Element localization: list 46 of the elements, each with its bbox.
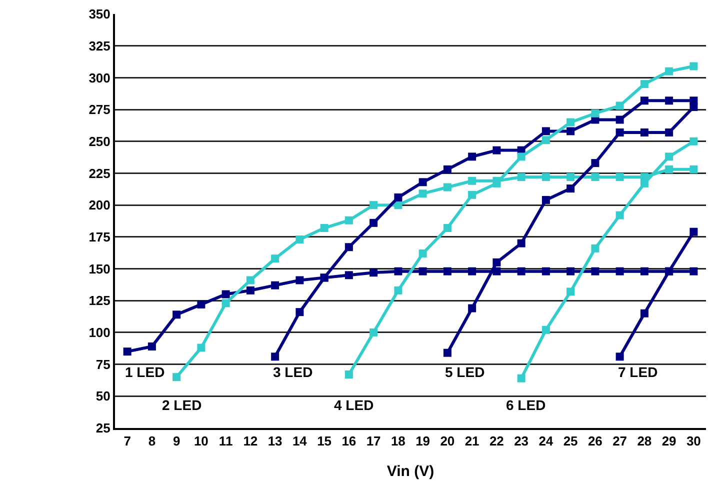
x-tick-label: 13 [268, 434, 282, 449]
x-tick-label: 22 [489, 434, 504, 449]
x-tick-label: 14 [292, 434, 308, 449]
annotation: 3 LED [273, 364, 313, 380]
annotation: 6 LED [506, 397, 546, 413]
x-tick-label: 30 [686, 434, 701, 449]
y-tick-label: 350 [88, 6, 110, 22]
x-tick-label: 26 [588, 434, 602, 449]
x-tick-label: 17 [366, 434, 381, 449]
y-tick-label: 25 [96, 420, 110, 436]
x-tick-label: 29 [662, 434, 676, 449]
x-tick-label: 19 [416, 434, 430, 449]
x-tick-label: 8 [148, 434, 156, 449]
y-tick-label: 75 [96, 356, 110, 372]
y-tick-label: 125 [88, 293, 110, 308]
annotation: 4 LED [334, 397, 374, 413]
x-tick-label: 12 [243, 434, 258, 449]
x-tick-label: 9 [172, 434, 180, 449]
y-tick-label: 150 [88, 261, 110, 276]
annotation: 5 LED [445, 364, 485, 380]
annotation: 1 LED [125, 364, 165, 380]
x-tick-label: 18 [390, 434, 406, 449]
y-tick-label: 275 [88, 102, 110, 118]
x-tick-label: 15 [317, 434, 332, 449]
x-tick-label: 28 [637, 434, 652, 449]
x-tick-label: 23 [514, 434, 529, 449]
x-tick-label: 16 [342, 434, 356, 449]
x-tick-label: 24 [538, 434, 554, 449]
x-tick-label: 21 [464, 434, 480, 449]
x-axis-title: Vin (V) [386, 463, 434, 480]
y-tick-label: 325 [88, 38, 110, 54]
y-tick-label: 175 [88, 229, 110, 244]
annotation: 7 LED [618, 364, 658, 380]
x-tick-label: 10 [194, 434, 208, 449]
x-tick-label: 27 [612, 434, 628, 449]
annotation: 2 LED [162, 397, 202, 413]
y-tick-label: 200 [88, 198, 110, 213]
y-tick-label: 250 [88, 134, 110, 149]
x-tick-label: 11 [218, 434, 233, 449]
x-tick-label: 20 [440, 434, 455, 449]
x-tick-label: 25 [563, 434, 578, 449]
y-tick-label: 225 [88, 166, 110, 181]
x-tick-label: 7 [124, 434, 131, 449]
y-tick-label: 100 [88, 325, 110, 340]
y-tick-label: 300 [88, 70, 110, 86]
y-tick-label: 50 [96, 388, 110, 404]
